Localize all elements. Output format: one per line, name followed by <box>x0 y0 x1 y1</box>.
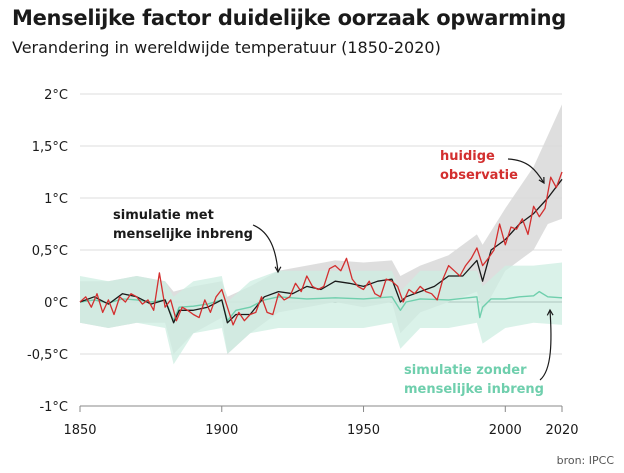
y-tick-label: 0,5°C <box>32 244 68 259</box>
arrow-natural-head <box>546 308 554 316</box>
annotation-observed-line: observatie <box>440 168 518 183</box>
series-line-observed <box>79 171 563 326</box>
x-tick-label: 2020 <box>545 423 578 438</box>
annotations: huidige observatie simulatie met menselijke… <box>113 149 554 397</box>
axes: -1°C -0,5°C 0°C 0,5°C 1°C 1,5°C 2°C 1850 1900 195… <box>27 88 579 438</box>
series-lines <box>79 171 563 326</box>
x-tick-label: 2000 <box>489 423 522 438</box>
series-line-human <box>79 178 563 324</box>
y-tick-label: -1°C <box>39 400 68 415</box>
annotation-natural-line: menselijke inbreng <box>404 382 544 397</box>
annotation-human-line: simulatie met <box>113 208 214 223</box>
band-natural <box>80 262 562 365</box>
y-tick-label: -0,5°C <box>27 348 68 363</box>
source-credit: bron: IPCC <box>556 454 614 467</box>
arrow-human-head <box>274 266 282 274</box>
arrow-natural <box>539 309 552 381</box>
arrow-observed-head <box>538 176 545 185</box>
y-tick-label: 2°C <box>44 88 68 103</box>
y-tick-label: 0°C <box>44 296 68 311</box>
series-line-natural <box>79 290 563 322</box>
x-tick-label: 1900 <box>205 423 238 438</box>
chart-subtitle: Verandering in wereldwijde temperatuur (… <box>12 38 441 57</box>
x-tick-label: 1850 <box>63 423 96 438</box>
uncertainty-bands <box>80 104 562 365</box>
chart-title: Menselijke factor duidelijke oorzaak opw… <box>12 6 566 30</box>
arrow-human <box>252 224 279 273</box>
arrow-observed <box>507 158 545 184</box>
annotation-human-line: menselijke inbreng <box>113 227 253 242</box>
annotation-observed-line: huidige <box>440 149 495 164</box>
y-tick-label: 1°C <box>44 192 68 207</box>
x-tick-label: 1950 <box>347 423 380 438</box>
y-tick-label: 1,5°C <box>32 140 68 155</box>
annotation-natural-line: simulatie zonder <box>404 363 527 378</box>
